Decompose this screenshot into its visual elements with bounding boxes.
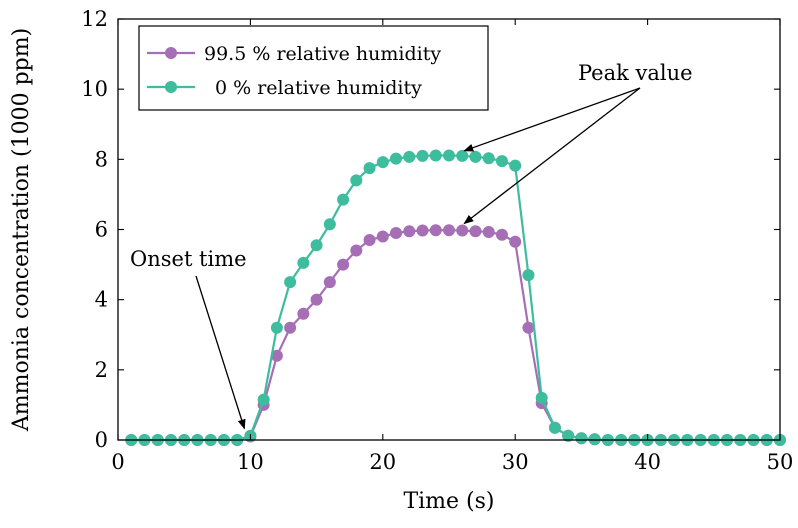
data-point	[416, 149, 429, 162]
legend: 99.5 % relative humidity 0 % relative hu…	[138, 25, 489, 111]
data-point	[456, 149, 469, 162]
x-tick-label: 0	[111, 450, 124, 474]
data-point	[284, 321, 297, 334]
data-point	[390, 152, 403, 165]
plot-series	[125, 149, 786, 446]
axis-ticks: 0 10 20 30 40 50 0 2 4 6 8 10 12	[81, 7, 793, 474]
x-axis-label: Time (s)	[403, 489, 494, 514]
y-axis-label: Ammonia concentration (1000 ppm)	[9, 28, 34, 432]
data-point	[257, 393, 270, 406]
data-point	[469, 150, 482, 163]
data-point	[403, 150, 416, 163]
data-point	[522, 269, 535, 282]
data-point	[548, 421, 561, 434]
data-point	[482, 225, 495, 238]
data-point	[429, 224, 442, 237]
y-tick-label: 2	[95, 358, 108, 382]
data-point	[575, 432, 588, 445]
data-point	[456, 224, 469, 237]
y-tick-label: 12	[81, 7, 108, 31]
data-point	[350, 244, 363, 257]
data-point	[562, 429, 575, 442]
data-point	[495, 228, 508, 241]
arrow-onset	[195, 275, 246, 430]
legend-label-humid: 99.5 % relative humidity	[204, 43, 441, 65]
data-point	[495, 155, 508, 168]
y-tick-label: 4	[95, 288, 108, 312]
y-tick-label: 6	[95, 218, 108, 242]
plot-frame	[117, 18, 781, 441]
series-2	[125, 149, 786, 446]
x-tick-label: 30	[502, 450, 529, 474]
data-point	[284, 276, 297, 289]
x-tick-label: 40	[634, 450, 661, 474]
data-point	[297, 307, 310, 320]
data-point	[535, 391, 548, 404]
y-tick-label: 8	[95, 147, 108, 171]
data-point	[469, 225, 482, 238]
data-point	[443, 224, 455, 237]
data-point	[323, 218, 336, 231]
data-point	[363, 162, 376, 175]
legend-marker-humid	[165, 47, 177, 59]
data-point	[310, 293, 323, 306]
data-point	[376, 156, 389, 169]
data-point	[270, 321, 283, 334]
legend-box	[138, 25, 489, 111]
annotation-peak-value: Peak value	[578, 61, 693, 85]
data-point	[310, 239, 323, 252]
data-point	[509, 159, 522, 172]
data-point	[337, 193, 350, 206]
data-point	[363, 234, 376, 247]
legend-label-dry: 0 % relative humidity	[215, 77, 422, 99]
data-point	[376, 230, 389, 243]
x-tick-label: 20	[369, 450, 396, 474]
annotations: Onset time Peak value	[130, 61, 693, 430]
data-point	[350, 174, 363, 187]
annotation-onset-time: Onset time	[130, 247, 247, 271]
data-point	[270, 349, 283, 362]
data-point	[416, 224, 429, 237]
arrow-peak-humid	[463, 87, 641, 225]
series-line	[131, 154, 780, 442]
data-point	[297, 256, 310, 269]
y-tick-label: 10	[81, 77, 108, 101]
arrow-peak-dry	[463, 87, 641, 152]
data-point	[323, 276, 336, 289]
data-point	[443, 149, 455, 162]
x-tick-label: 10	[237, 450, 264, 474]
data-point	[509, 235, 522, 248]
data-point	[337, 258, 350, 271]
data-point	[522, 321, 535, 334]
y-tick-label: 0	[95, 428, 108, 452]
x-tick-label: 50	[767, 450, 794, 474]
legend-marker-dry	[165, 81, 177, 93]
data-point	[588, 433, 601, 446]
data-point	[390, 227, 403, 240]
data-point	[403, 225, 416, 238]
data-point	[482, 152, 495, 165]
data-point	[429, 149, 442, 162]
